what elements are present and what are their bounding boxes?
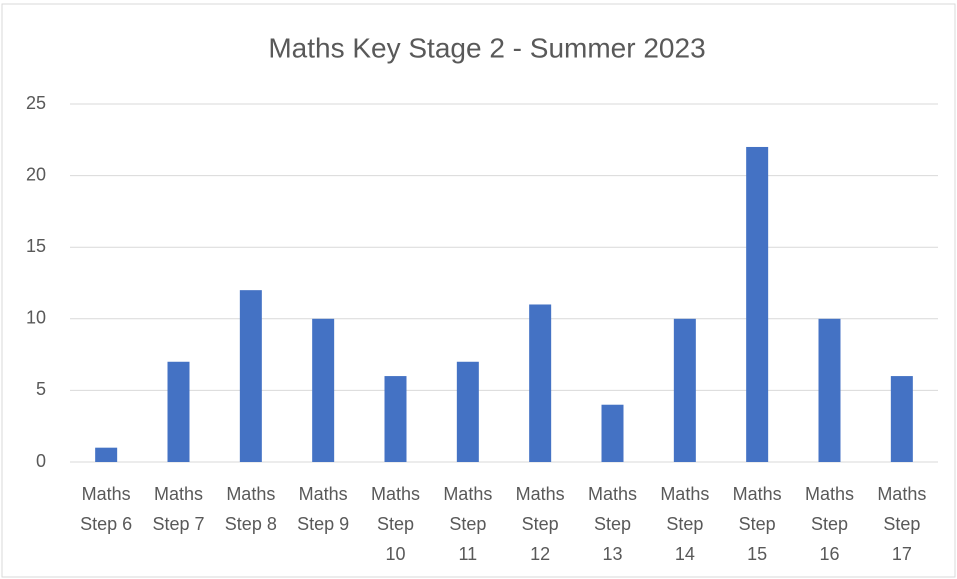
chart-title: Maths Key Stage 2 - Summer 2023: [268, 32, 705, 63]
y-tick-label: 20: [26, 164, 46, 184]
bar: [312, 318, 335, 462]
x-tick-label: Maths Step 7: [152, 484, 205, 534]
bar: [746, 146, 769, 462]
x-tick-label: Maths Step 16: [804, 484, 855, 564]
bar: [818, 318, 841, 462]
x-tick-label: Maths Step 13: [587, 484, 638, 564]
x-tick-label: Maths Step 9: [297, 484, 350, 534]
x-tick-label: Maths Step 15: [732, 484, 782, 564]
bar: [456, 361, 479, 462]
bar: [95, 447, 118, 462]
chart-frame: [1, 3, 956, 578]
y-tick-label: 0: [36, 451, 46, 471]
x-tick-label: Maths Step 14: [660, 484, 710, 564]
x-tick-label: Maths Step 8: [224, 484, 277, 534]
x-tick-label: Maths Step 17: [877, 484, 927, 564]
bar: [529, 304, 552, 462]
x-tick-label: Maths Step 6: [80, 484, 133, 534]
y-tick-label: 5: [36, 379, 46, 399]
x-tick-label: Maths Step 10: [370, 484, 421, 564]
bar: [673, 318, 696, 462]
y-tick-label: 10: [26, 308, 46, 328]
x-tick-label: Maths Step 12: [515, 484, 565, 564]
bar: [384, 376, 407, 462]
bar: [890, 376, 913, 462]
bar: [601, 404, 624, 462]
x-tick-label: Maths Step 11: [443, 484, 493, 564]
bar: [239, 290, 262, 462]
y-tick-label: 15: [26, 236, 46, 256]
bar: [167, 361, 190, 462]
y-tick-label: 25: [26, 93, 46, 113]
